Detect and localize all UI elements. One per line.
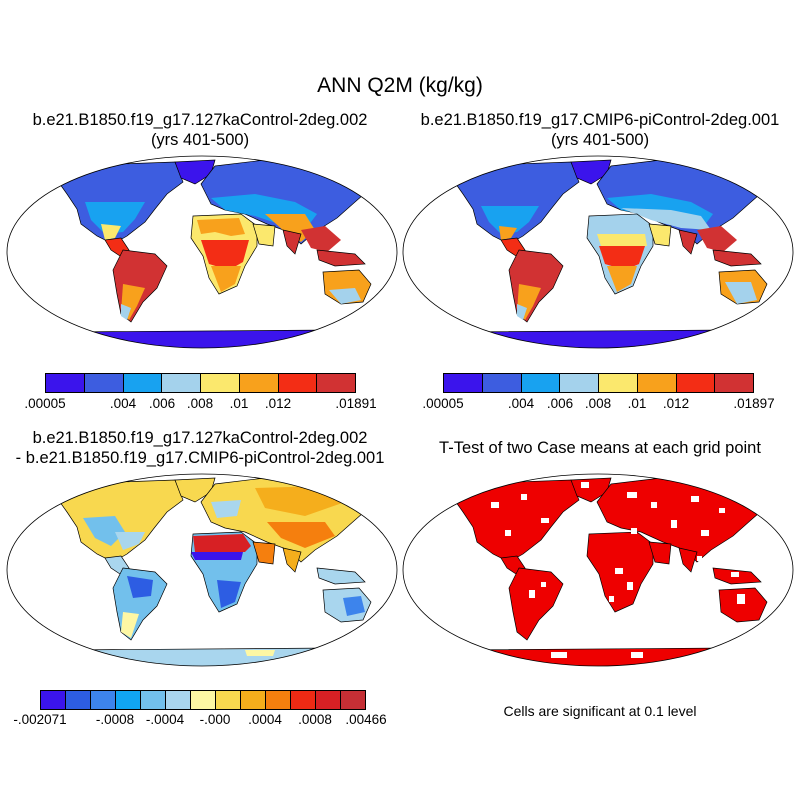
land-greenland (570, 159, 612, 185)
colorbar-swatch (266, 691, 291, 709)
panel-title-line1: b.e21.B1850.f19_g17.127kaControl-2deg.00… (32, 111, 368, 129)
colorbar-tick-label: .006 (148, 396, 176, 411)
colorbar-swatch (201, 374, 240, 392)
colorbar-swatch (66, 691, 91, 709)
colorbar-swatch (521, 374, 561, 392)
colorbar-swatch (162, 374, 201, 392)
colorbar-swatch (241, 691, 266, 709)
map-difference-q2m (6, 473, 398, 667)
colorbar-swatch (41, 691, 66, 709)
colorbar-tick-label: -.0004 (145, 712, 185, 727)
panel-title-difference: b.e21.B1850.f19_g17.127kaControl-2deg.00… (0, 428, 400, 468)
colorbar-swatch (116, 691, 141, 709)
colorbar-swatch (216, 691, 241, 709)
panel-title-piControl: b.e21.B1850.f19_g17.CMIP6-piControl-2deg… (400, 110, 800, 150)
colorbar-swatch (637, 374, 677, 392)
colorbar-tick-label: .00005 (422, 396, 464, 411)
colorbar-tick-label: .006 (546, 396, 574, 411)
colorbar-127ka (45, 373, 356, 393)
land-greenland (174, 477, 216, 503)
nonsignificant-cells (491, 482, 745, 658)
colorbar-swatch (46, 374, 85, 392)
colorbar-swatch (278, 374, 318, 392)
colorbar-tick-label: .004 (507, 396, 535, 411)
panel-title-line2: (yrs 401-500) (550, 131, 650, 149)
colorbar-swatch (599, 374, 638, 392)
figure-title: ANN Q2M (kg/kg) (317, 74, 483, 97)
land-antarctica (440, 329, 763, 348)
colorbar-tick-label: .01 (627, 396, 647, 411)
panel-title-line1: b.e21.B1850.f19_g17.CMIP6-piControl-2deg… (420, 111, 780, 129)
panel-title-line2: - b.e21.B1850.f19_g17.CMIP6-piControl-2d… (15, 449, 385, 467)
colorbar-tick-label: .01 (229, 396, 249, 411)
colorbar-swatch (316, 691, 341, 709)
colorbar-swatch (123, 374, 163, 392)
colorbar-swatch (317, 374, 355, 392)
colorbar-tick-label: .0008 (298, 712, 332, 727)
colorbar-difference (40, 690, 366, 710)
colorbar-swatch (141, 691, 166, 709)
colorbar-swatch (676, 374, 716, 392)
colorbar-swatch (444, 374, 483, 392)
colorbar-tick-label: .00005 (24, 396, 66, 411)
colorbar-tick-label: .004 (109, 396, 137, 411)
colorbar-swatch (166, 691, 191, 709)
panel-title-line2: (yrs 401-500) (150, 131, 250, 149)
panel-title-ttest: T-Test of two Case means at each grid po… (439, 439, 761, 457)
panel-title-line1: b.e21.B1850.f19_g17.127kaControl-2deg.00… (32, 429, 368, 447)
land-south-america (508, 567, 564, 641)
land-australia (718, 587, 768, 623)
colorbar-tick-label: .01891 (335, 396, 377, 411)
colorbar-tick-label: -.000 (199, 712, 231, 727)
map-piControl-q2m (402, 155, 794, 349)
panel-title-127ka: b.e21.B1850.f19_g17.127kaControl-2deg.00… (0, 110, 400, 150)
colorbar-tick-label: .0004 (248, 712, 282, 727)
colorbar-tick-label: .008 (584, 396, 612, 411)
colorbar-tick-label: -.002071 (13, 712, 67, 727)
colorbar-swatch (560, 374, 599, 392)
map-ttest-significance (402, 473, 794, 667)
colorbar-piControl (443, 373, 754, 393)
colorbar-swatch (291, 691, 316, 709)
significance-note: Cells are significant at 0.1 level (503, 703, 697, 719)
colorbar-tick-label: .01897 (733, 396, 775, 411)
map-127ka-q2m (6, 155, 398, 349)
colorbar-tick-label: .012 (662, 396, 690, 411)
colorbar-swatch (84, 374, 124, 392)
colorbar-tick-label: .008 (186, 396, 214, 411)
land-greenland (174, 159, 216, 185)
land-antarctica (44, 329, 367, 348)
land-antarctica (44, 647, 367, 666)
colorbar-swatch (715, 374, 753, 392)
colorbar-tick-label: .012 (264, 396, 292, 411)
colorbar-swatch (91, 691, 116, 709)
land-antarctica (440, 647, 763, 666)
colorbar-swatch (191, 691, 216, 709)
colorbar-swatch (482, 374, 522, 392)
colorbar-swatch (239, 374, 279, 392)
colorbar-swatch (341, 691, 365, 709)
colorbar-tick-label: -.0008 (95, 712, 135, 727)
colorbar-tick-label: .00466 (345, 712, 387, 727)
